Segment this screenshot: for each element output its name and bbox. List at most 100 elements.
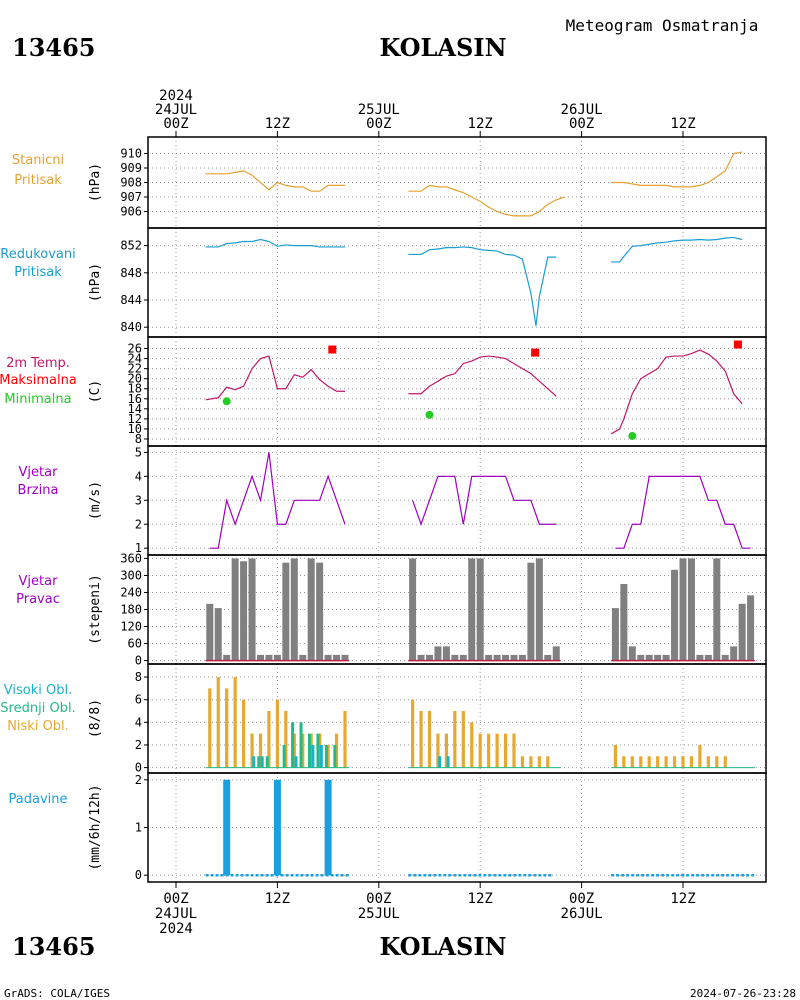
time-label-bottom: 00Z bbox=[163, 891, 188, 907]
low-cloud-bar bbox=[216, 677, 220, 768]
min-temp-marker bbox=[425, 410, 434, 419]
series-line bbox=[205, 355, 345, 401]
y-tick-label: 0 bbox=[135, 868, 142, 882]
time-label-bottom: 00Z bbox=[366, 891, 391, 907]
panel-label: Minimalna bbox=[4, 392, 71, 407]
low-cloud-bar bbox=[478, 733, 482, 768]
panel-label: 2m Temp. bbox=[6, 356, 70, 371]
direction-bar bbox=[231, 558, 239, 661]
y-tick-label: 12 bbox=[128, 412, 142, 426]
direction-bar bbox=[240, 561, 248, 661]
panel-label: Maksimalna bbox=[0, 373, 77, 388]
y-tick-label: 180 bbox=[120, 603, 142, 617]
high-cloud-bar bbox=[294, 756, 298, 768]
direction-bar bbox=[518, 654, 526, 661]
y-axis-label: (8/8) bbox=[88, 699, 103, 738]
max-temp-marker bbox=[328, 345, 337, 354]
y-tick-label: 16 bbox=[128, 392, 142, 406]
y-axis-label: (C) bbox=[88, 380, 103, 403]
low-cloud-bar bbox=[208, 688, 212, 768]
precip-bar bbox=[223, 779, 231, 876]
high-cloud-bar bbox=[438, 756, 442, 768]
y-axis-label: (mm/6h/12h) bbox=[88, 784, 103, 870]
precip-bar bbox=[273, 779, 281, 876]
low-cloud-bar bbox=[318, 733, 322, 768]
panel-label: Pravac bbox=[16, 592, 60, 607]
station-name-bottom: KOLASIN bbox=[379, 932, 506, 961]
low-cloud-bar bbox=[613, 744, 617, 768]
y-tick-label: 3 bbox=[135, 493, 142, 507]
direction-bar bbox=[341, 654, 349, 661]
panel-frame bbox=[147, 772, 767, 883]
station-name-top: KOLASIN bbox=[379, 33, 506, 62]
direction-bar bbox=[662, 654, 670, 661]
y-tick-label: 120 bbox=[120, 620, 142, 634]
direction-bar bbox=[476, 558, 484, 661]
low-cloud-bar bbox=[427, 711, 432, 768]
low-cloud-bar bbox=[698, 744, 702, 768]
direction-bar bbox=[273, 654, 281, 661]
low-cloud-bar bbox=[723, 756, 727, 768]
panel-label: Niski Obl. bbox=[7, 719, 69, 734]
y-tick-label: 14 bbox=[128, 402, 142, 416]
direction-bar bbox=[620, 583, 628, 661]
low-cloud-bar bbox=[284, 711, 288, 768]
series-line bbox=[610, 349, 743, 435]
direction-bar bbox=[417, 654, 425, 661]
direction-bar bbox=[434, 646, 442, 661]
low-cloud-bar bbox=[343, 711, 347, 768]
low-cloud-bar bbox=[681, 756, 685, 768]
panel-label: Vjetar bbox=[19, 465, 59, 480]
low-cloud-bar bbox=[622, 756, 626, 768]
text-layer: 13465 KOLASIN Meteogram Osmatranja 13465… bbox=[0, 16, 796, 1000]
y-tick-label: 848 bbox=[120, 266, 142, 280]
direction-bar bbox=[704, 654, 712, 661]
y-axis-label: (stepeni) bbox=[88, 574, 103, 644]
time-label-bottom: 12Z bbox=[468, 891, 493, 907]
direction-bar bbox=[223, 654, 231, 661]
direction-bar bbox=[265, 654, 273, 661]
direction-bar bbox=[206, 603, 214, 661]
low-cloud-bar bbox=[495, 733, 499, 768]
direction-bar bbox=[535, 558, 543, 661]
direction-bar bbox=[552, 646, 560, 661]
y-tick-label: 2 bbox=[135, 517, 142, 531]
y-tick-label: 22 bbox=[128, 362, 142, 376]
low-cloud-bar bbox=[520, 756, 525, 768]
direction-bar bbox=[654, 654, 662, 661]
direction-bar bbox=[637, 654, 645, 661]
low-cloud-bar bbox=[503, 733, 508, 768]
mid-cloud-bar bbox=[324, 744, 328, 768]
low-cloud-bar bbox=[326, 744, 330, 768]
mid-cloud-bar bbox=[299, 722, 303, 768]
panel-label: Redukovani bbox=[0, 247, 75, 262]
high-cloud-bar bbox=[260, 756, 264, 768]
time-label-bottom: 12Z bbox=[265, 891, 290, 907]
mid-cloud-bar bbox=[308, 733, 311, 768]
y-tick-label: 840 bbox=[120, 320, 142, 334]
y-tick-label: 0 bbox=[135, 654, 142, 668]
low-cloud-bar bbox=[301, 733, 305, 768]
time-label-top: 12Z bbox=[468, 116, 493, 132]
series-line bbox=[408, 184, 565, 217]
data-layer bbox=[205, 151, 755, 877]
low-cloud-bar bbox=[309, 733, 313, 768]
direction-bar bbox=[747, 595, 755, 661]
y-tick-label: 24 bbox=[128, 352, 142, 366]
low-cloud-bar bbox=[444, 733, 448, 768]
panel-label: Pritisak bbox=[14, 265, 62, 280]
mid-cloud-bar bbox=[316, 733, 320, 768]
y-axis-label: (hPa) bbox=[88, 163, 103, 202]
low-cloud-bar bbox=[419, 711, 423, 768]
y-tick-label: 26 bbox=[128, 342, 142, 356]
direction-bar bbox=[451, 654, 459, 661]
mid-cloud-bar bbox=[282, 744, 286, 768]
mid-cloud-bar bbox=[291, 722, 295, 768]
y-tick-label: 8 bbox=[135, 670, 142, 684]
low-cloud-bar bbox=[487, 733, 491, 768]
panel-frame bbox=[147, 336, 767, 447]
time-label-bottom: 2024 bbox=[159, 921, 193, 937]
y-tick-label: 908 bbox=[120, 176, 142, 190]
y-tick-label: 1 bbox=[135, 821, 142, 835]
